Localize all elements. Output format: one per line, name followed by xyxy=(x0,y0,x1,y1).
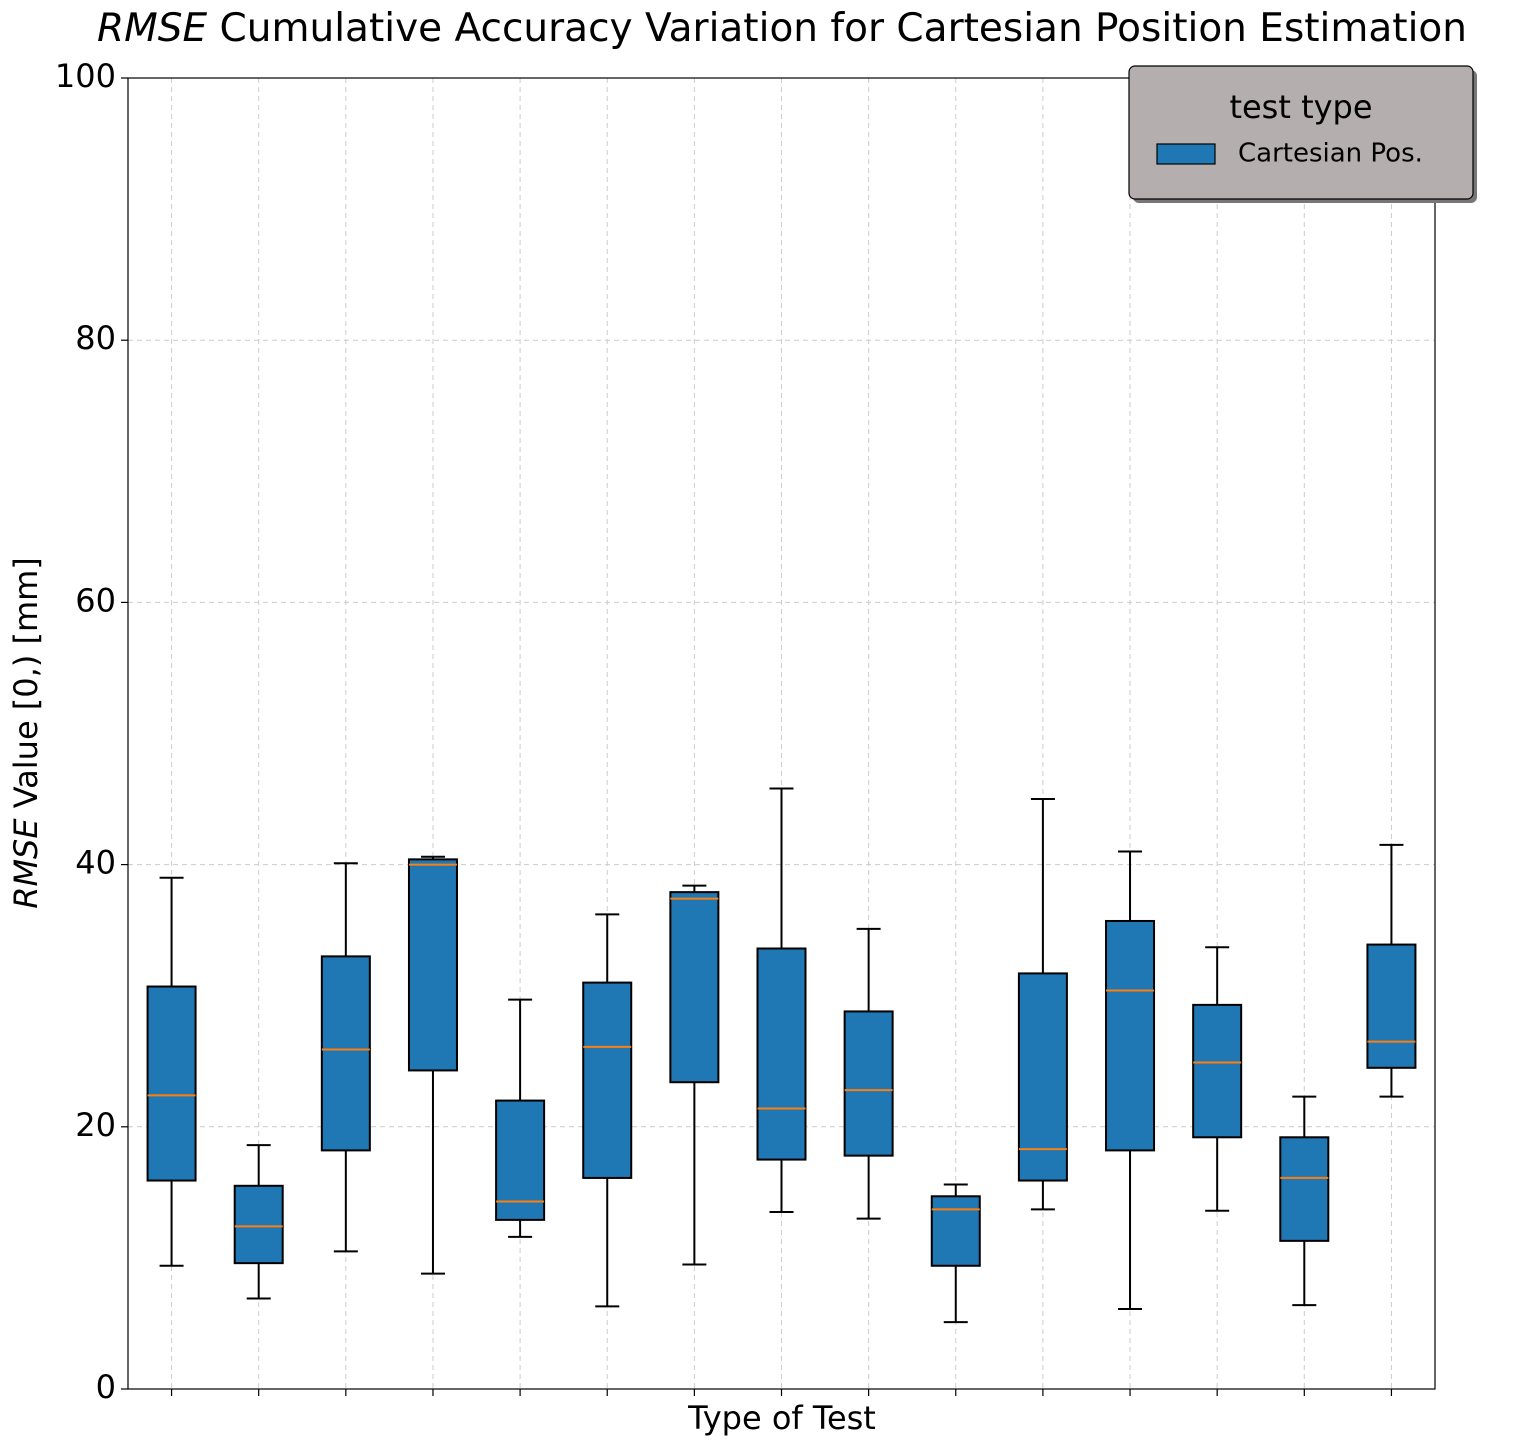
box xyxy=(1366,943,1417,1069)
y-label-text: Value [0,) [mm] xyxy=(7,557,45,818)
box xyxy=(407,858,458,1072)
y-label-emphasis: RMSE xyxy=(7,818,45,909)
legend-title: test type xyxy=(1229,88,1372,126)
box xyxy=(930,1195,981,1267)
box xyxy=(756,947,807,1161)
box xyxy=(1105,919,1156,1152)
box xyxy=(233,1184,284,1265)
legend-swatch xyxy=(1156,143,1216,165)
legend xyxy=(1128,65,1474,200)
x-axis-label: Type of Test xyxy=(687,1399,876,1437)
box xyxy=(495,1099,546,1221)
box xyxy=(669,891,720,1084)
title-emphasis: RMSE xyxy=(97,6,208,51)
box xyxy=(1017,972,1068,1182)
y-tick-label: 40 xyxy=(75,844,116,882)
box xyxy=(146,985,197,1182)
title-text: Cumulative Accuracy Variation for Cartes… xyxy=(207,6,1467,51)
y-tick-label: 100 xyxy=(55,57,116,95)
plot-frame xyxy=(127,77,1436,1390)
box xyxy=(843,1010,894,1157)
box xyxy=(1279,1136,1330,1242)
chart-title: RMSE Cumulative Accuracy Variation for C… xyxy=(97,6,1467,51)
box xyxy=(1192,1003,1243,1139)
legend-label: Cartesian Pos. xyxy=(1238,139,1423,169)
y-tick-label: 60 xyxy=(75,581,116,619)
y-axis-label: RMSE Value [0,) [mm] xyxy=(7,557,45,909)
box xyxy=(582,981,633,1179)
y-tick-label: 0 xyxy=(96,1368,116,1406)
y-tick-label: 20 xyxy=(75,1106,116,1144)
box xyxy=(320,955,371,1152)
y-tick-label: 80 xyxy=(75,319,116,357)
